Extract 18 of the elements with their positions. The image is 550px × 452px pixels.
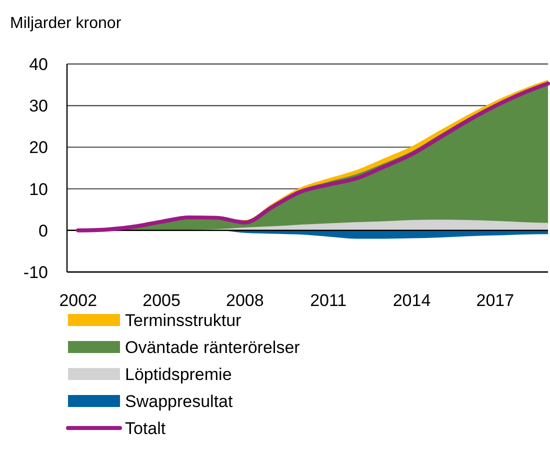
legend-label: Oväntade ränterörelser — [125, 338, 300, 357]
x-tick-label: 2017 — [476, 291, 514, 310]
x-tick-label: 2002 — [59, 291, 98, 310]
legend-label: Totalt — [125, 418, 166, 438]
y-axis-title: Miljarder kronor — [10, 15, 122, 32]
y-tick-label: 10 — [29, 180, 48, 199]
y-tick-label: 20 — [29, 138, 48, 158]
legend-label: Swappresultat — [125, 392, 234, 411]
legend-label: Terminsstruktur — [125, 310, 242, 330]
y-tick-label: 40 — [29, 54, 48, 74]
y-tick-label: 30 — [29, 96, 48, 116]
x-tick-label: 2005 — [142, 291, 180, 310]
y-tick-label: 0 — [38, 221, 48, 240]
legend-label: Löptidspremie — [125, 364, 232, 384]
x-tick-label: 2008 — [226, 291, 264, 310]
x-tick-label: 2014 — [392, 291, 431, 310]
x-tick-label: 2011 — [310, 291, 347, 310]
y-tick-label: -10 — [23, 262, 48, 282]
